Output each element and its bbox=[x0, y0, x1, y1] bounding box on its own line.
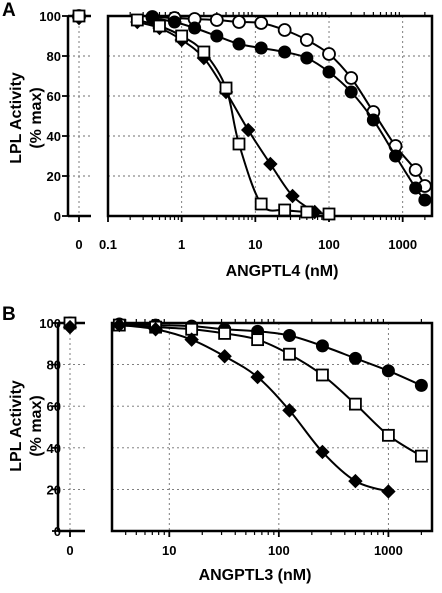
panel-a-series-0-point-5 bbox=[232, 15, 246, 29]
panel-b-series-2-point-8 bbox=[348, 473, 363, 489]
panel-b-series-1-curve bbox=[119, 324, 422, 457]
panel-b-series-2-point-4 bbox=[217, 349, 232, 364]
panel-a-series-3-point-5 bbox=[219, 81, 233, 95]
panel-a-series-1-point-8 bbox=[300, 51, 314, 65]
panel-b-series-1-point-6 bbox=[283, 347, 296, 361]
panel-a-series-3-point-7 bbox=[254, 197, 268, 211]
panel-a-ylabel-line1: LPL Activity bbox=[8, 72, 25, 164]
panel-a-series-0-point-8 bbox=[299, 33, 314, 47]
panel-a-series-1-point-5 bbox=[232, 37, 246, 51]
panel-a-series-1-point-3 bbox=[188, 21, 202, 35]
panel-b-ylabel-line1: LPL Activity bbox=[8, 380, 25, 472]
panel-a-series-1-point-10 bbox=[344, 85, 358, 99]
panel-a-ytick-label-3: 60 bbox=[47, 89, 61, 104]
panel-a-series-1-point-9 bbox=[322, 65, 336, 79]
panel-b-ytick-label-2: 40 bbox=[47, 441, 61, 456]
panel-a-series-1-point-6 bbox=[254, 41, 268, 55]
panel-b-series-1-point-4 bbox=[218, 326, 232, 340]
panel-b-ytick-label-4: 80 bbox=[47, 358, 61, 373]
panel-a-plot-frame bbox=[106, 14, 434, 218]
panel-a-ytick-label-0: 0 bbox=[54, 209, 61, 224]
panel-a-series-0-point-6 bbox=[254, 16, 269, 30]
panel-b: B LPL Activity (% max) ANGPTL3 (nM) 0 20 4… bbox=[2, 304, 434, 584]
panel-a-series-2-point-6 bbox=[240, 122, 256, 138]
panel-a-series-3-point-4 bbox=[197, 45, 211, 59]
panel-b-ytick-label-1: 20 bbox=[47, 482, 61, 497]
panel-b-series-1-point-10 bbox=[414, 449, 428, 463]
panel-a-series-2-point-8 bbox=[285, 188, 300, 204]
panel-b-ylabel-line2: (% max) bbox=[28, 395, 45, 456]
panel-a: A LPL Activity (% max) ANGPTL4 (nM) 0 20 4… bbox=[2, 0, 434, 280]
panel-a-xtick-label-2: 1 bbox=[178, 237, 185, 252]
panel-b-series-2-point-6 bbox=[282, 403, 297, 418]
panel-a-series-0-point-4 bbox=[209, 13, 224, 27]
panel-b-ytick-label-5: 100 bbox=[39, 316, 61, 331]
panel-a-xtick-label-0: 0 bbox=[75, 237, 82, 252]
panel-b-series-1-point-7 bbox=[316, 368, 329, 382]
panel-a-xtick-label-5: 1000 bbox=[388, 237, 417, 252]
panel-b-xtick-label-2: 100 bbox=[268, 543, 290, 558]
panel-b-letter: B bbox=[2, 304, 16, 325]
panel-b-xtick-label-0: 0 bbox=[66, 543, 73, 558]
panel-b-series-2-point-7 bbox=[315, 444, 330, 460]
panel-b-series-0-point-10 bbox=[414, 378, 428, 392]
panel-b-series-2-point-9 bbox=[381, 484, 396, 499]
panel-b-series-2-point-1 bbox=[112, 317, 127, 333]
panel-a-series-1-point-11 bbox=[366, 113, 380, 127]
panel-a-series-1-point-12 bbox=[389, 149, 403, 163]
panel-a-series-3-point-0 bbox=[72, 9, 86, 23]
panel-b-series-0-point-7 bbox=[315, 339, 329, 353]
panel-a-xtick-label-1: 0.1 bbox=[99, 237, 117, 252]
panel-b-series-2-point-5 bbox=[250, 369, 265, 385]
panel-a-xtick-label-3: 10 bbox=[248, 237, 262, 252]
panel-a-series-0-point-13 bbox=[408, 163, 423, 177]
panel-a-series-0-point-7 bbox=[277, 23, 292, 37]
panel-a-series-1-point-7 bbox=[278, 45, 292, 59]
panel-b-series-0-point-9 bbox=[381, 364, 395, 378]
panel-a-ytick-label-1: 20 bbox=[47, 169, 61, 184]
panel-a-series-1-curve bbox=[152, 17, 426, 201]
panel-b-series-0-curve bbox=[119, 323, 422, 387]
panel-a-series-3-point-2 bbox=[153, 19, 166, 33]
panel-a-series-3-point-10 bbox=[322, 207, 336, 221]
panel-b-ytick-label-0: 0 bbox=[54, 524, 61, 539]
panel-a-series-0-point-9 bbox=[322, 47, 336, 61]
panel-a-ytick-label-2: 40 bbox=[47, 129, 61, 144]
panel-b-series-2-point-2 bbox=[148, 322, 163, 337]
panel-b-ytick-label-3: 60 bbox=[47, 399, 61, 414]
panel-b-series-2-point-3 bbox=[184, 332, 199, 347]
panel-b-plot-frame bbox=[110, 321, 434, 533]
panel-a-series-1-point-13 bbox=[409, 181, 423, 195]
panel-a-xlabel: ANGPTL4 (nM) bbox=[226, 263, 339, 280]
panel-b-series-2-curve bbox=[119, 324, 389, 493]
panel-a-series-3-point-1 bbox=[130, 13, 144, 27]
panel-b-series-1-point-9 bbox=[382, 428, 395, 442]
panel-b-xtick-label-3: 1000 bbox=[374, 543, 403, 558]
panel-a-series-1-point-2 bbox=[168, 15, 182, 29]
panel-a-letter: A bbox=[2, 0, 16, 21]
panel-a-series-3-curve bbox=[137, 19, 330, 215]
panel-b-xtick-label-1: 10 bbox=[162, 543, 176, 558]
panel-a-series-3-point-3 bbox=[175, 29, 189, 43]
panel-b-series-1-point-8 bbox=[349, 397, 362, 411]
panel-b-xlabel: ANGPTL3 (nM) bbox=[199, 567, 312, 584]
panel-a-ytick-label-4: 80 bbox=[47, 49, 61, 64]
panel-a-series-0-point-10 bbox=[344, 71, 359, 85]
panel-a-series-1-point-4 bbox=[210, 29, 224, 43]
panel-a-ytick-label-5: 100 bbox=[39, 9, 61, 24]
panel-b-series-1-point-5 bbox=[251, 333, 265, 347]
panel-a-xtick-label-4: 100 bbox=[318, 237, 340, 252]
panel-a-series-1-point-14 bbox=[418, 193, 432, 207]
panel-b-series-0-point-8 bbox=[348, 351, 362, 365]
panel-a-series-3-point-8 bbox=[278, 203, 292, 217]
panel-b-series-2-point-0 bbox=[62, 319, 78, 335]
panel-a-series-2-point-7 bbox=[263, 156, 278, 172]
panel-a-ylabel-line2: (% max) bbox=[28, 87, 45, 148]
panel-b-series-0-point-6 bbox=[282, 328, 296, 342]
panel-a-series-3-point-6 bbox=[232, 137, 246, 151]
panel-a-series-3-point-9 bbox=[300, 205, 314, 219]
